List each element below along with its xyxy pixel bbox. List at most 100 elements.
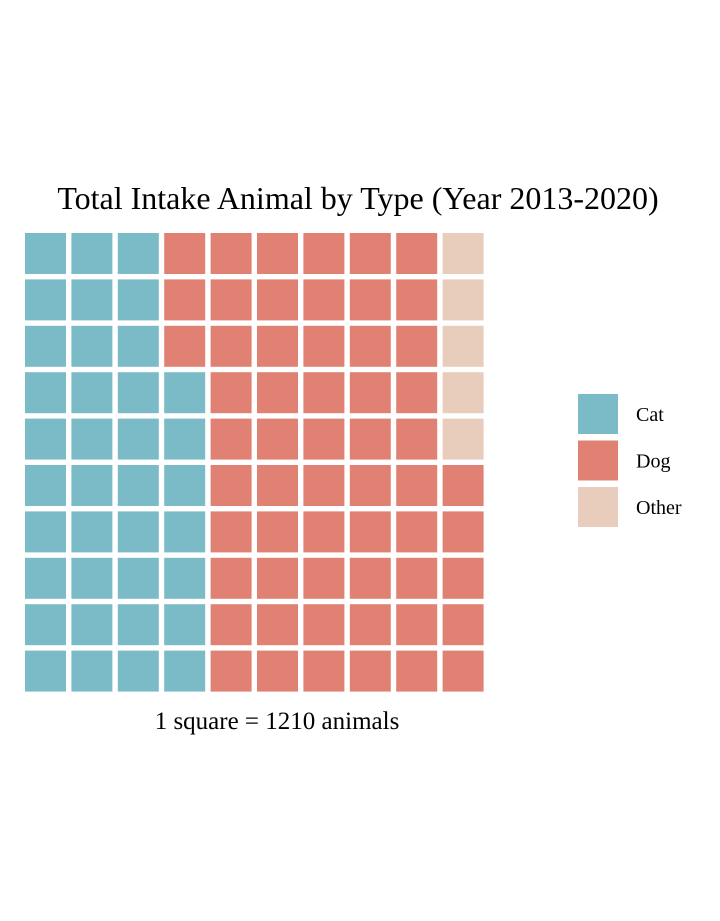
waffle-square-dog [442, 604, 484, 646]
waffle-square-dog [303, 650, 345, 692]
waffle-square-dog [210, 233, 252, 274]
waffle-square-cat [25, 372, 66, 414]
waffle-square-dog [349, 279, 391, 321]
waffle-square-cat [25, 418, 66, 460]
legend-label-dog: Dog [636, 451, 670, 473]
legend-key-cat [578, 394, 618, 434]
waffle-square-dog [349, 325, 391, 367]
waffle-square-cat [117, 325, 159, 367]
waffle-square-dog [396, 604, 438, 646]
waffle-square-cat [71, 372, 113, 414]
waffle-square-cat [117, 279, 159, 321]
waffle-square-dog [349, 233, 391, 274]
waffle-square-cat [164, 557, 206, 599]
waffle-square-dog [396, 325, 438, 367]
waffle-square-dog [257, 650, 298, 692]
legend: Cat Dog Other [578, 394, 682, 527]
waffle-square-dog [303, 604, 345, 646]
waffle-square-cat [164, 418, 206, 460]
legend-key-dog [578, 440, 618, 481]
waffle-square-dog [210, 372, 252, 414]
waffle-square-dog [349, 650, 391, 692]
waffle-square-cat [164, 465, 206, 506]
waffle-square-cat [164, 604, 206, 646]
waffle-square-cat [25, 557, 66, 599]
legend-label-cat: Cat [636, 404, 664, 426]
waffle-square-cat [117, 465, 159, 506]
waffle-square-dog [210, 279, 252, 321]
waffle-square-cat [25, 233, 66, 274]
waffle-square-cat [71, 279, 113, 321]
waffle-square-dog [257, 418, 298, 460]
waffle-square-other [442, 325, 484, 367]
waffle-square-cat [117, 233, 159, 274]
waffle-square-cat [164, 372, 206, 414]
waffle-square-dog [257, 604, 298, 646]
waffle-square-other [442, 418, 484, 460]
waffle-square-other [442, 372, 484, 414]
waffle-square-cat [71, 418, 113, 460]
waffle-square-cat [71, 233, 113, 274]
waffle-square-dog [164, 325, 206, 367]
waffle-squares [25, 233, 484, 692]
waffle-square-dog [303, 279, 345, 321]
chart-caption: 1 square = 1210 animals [155, 708, 400, 735]
waffle-square-dog [164, 279, 206, 321]
waffle-square-cat [117, 511, 159, 553]
waffle-square-dog [396, 511, 438, 553]
waffle-square-dog [257, 279, 298, 321]
waffle-square-dog [396, 233, 438, 274]
legend-key-other [578, 487, 618, 527]
waffle-square-cat [117, 418, 159, 460]
waffle-square-cat [25, 465, 66, 506]
waffle-square-cat [71, 511, 113, 553]
waffle-square-cat [71, 325, 113, 367]
waffle-square-dog [257, 325, 298, 367]
waffle-square-dog [210, 465, 252, 506]
chart-title: Total Intake Animal by Type (Year 2013-2… [57, 180, 658, 216]
waffle-square-dog [442, 557, 484, 599]
waffle-square-dog [396, 557, 438, 599]
waffle-square-dog [164, 233, 206, 274]
waffle-square-cat [117, 604, 159, 646]
waffle-square-dog [349, 604, 391, 646]
waffle-square-cat [164, 511, 206, 553]
waffle-square-dog [442, 465, 484, 506]
legend-label-other: Other [636, 497, 682, 519]
waffle-square-cat [25, 604, 66, 646]
waffle-square-dog [210, 604, 252, 646]
waffle-square-dog [396, 650, 438, 692]
waffle-square-dog [396, 372, 438, 414]
waffle-square-dog [349, 557, 391, 599]
waffle-square-dog [303, 372, 345, 414]
waffle-square-dog [396, 418, 438, 460]
waffle-square-other [442, 279, 484, 321]
waffle-square-dog [210, 511, 252, 553]
waffle-square-dog [349, 372, 391, 414]
waffle-square-dog [303, 325, 345, 367]
waffle-square-dog [257, 372, 298, 414]
waffle-square-dog [210, 418, 252, 460]
waffle-square-cat [117, 650, 159, 692]
waffle-square-dog [210, 557, 252, 599]
waffle-square-dog [442, 650, 484, 692]
waffle-square-dog [349, 511, 391, 553]
waffle-square-dog [210, 650, 252, 692]
waffle-square-cat [71, 604, 113, 646]
waffle-square-dog [210, 325, 252, 367]
waffle-square-cat [25, 325, 66, 367]
waffle-square-dog [396, 279, 438, 321]
waffle-square-dog [349, 465, 391, 506]
waffle-square-dog [442, 511, 484, 553]
waffle-square-dog [303, 511, 345, 553]
waffle-square-cat [117, 372, 159, 414]
waffle-square-dog [257, 557, 298, 599]
waffle-square-dog [303, 557, 345, 599]
waffle-square-cat [71, 557, 113, 599]
waffle-square-dog [303, 465, 345, 506]
waffle-square-dog [303, 418, 345, 460]
waffle-square-cat [71, 650, 113, 692]
waffle-square-dog [257, 511, 298, 553]
waffle-square-dog [257, 465, 298, 506]
